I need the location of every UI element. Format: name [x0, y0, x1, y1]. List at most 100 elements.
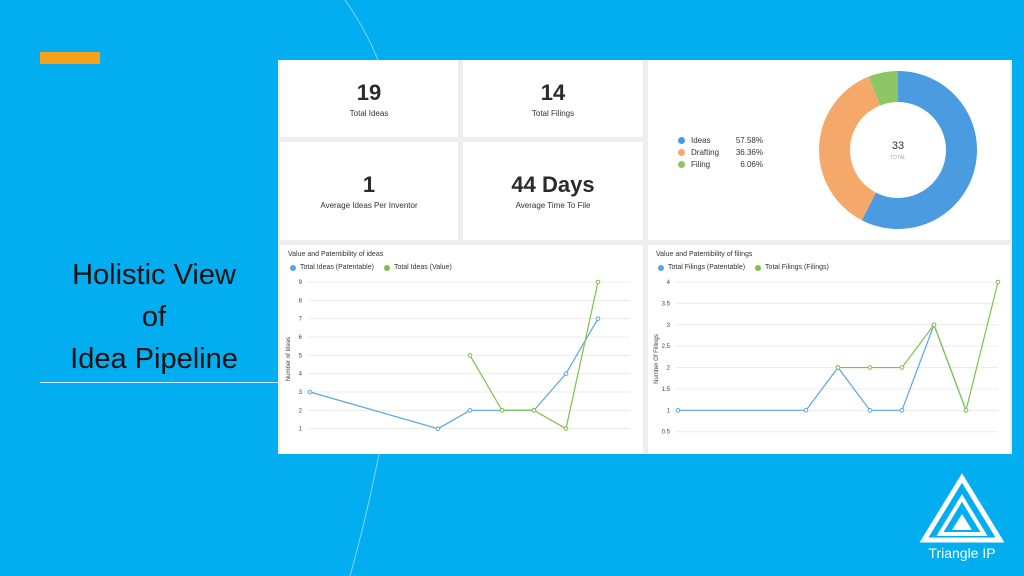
legend-dot-ideas	[678, 136, 685, 144]
y-tick-label: 2	[299, 408, 303, 414]
filings-line-chart-card: 0.5 1 1.5 2 2.5 3 3.5 4 Number Of Fillings Value…	[648, 245, 1010, 454]
y-tick-label: 3	[667, 323, 671, 329]
legend-dot-drafting	[678, 148, 685, 156]
data-point[interactable]	[563, 426, 569, 431]
legend-item[interactable]: Total Ideas (Patentable)	[290, 264, 374, 271]
kpi-label: Total Filings	[531, 108, 575, 118]
legend-item[interactable]: Total Ideas (Value)	[383, 264, 452, 271]
y-tick-label: 1	[299, 427, 303, 433]
data-point[interactable]	[307, 389, 313, 395]
kpi-value: 44 Days	[511, 172, 595, 197]
data-point[interactable]	[835, 365, 841, 370]
dashboard-screenshot: 19 Total Ideas 14 Total Filings 1 Averag…	[278, 60, 1012, 454]
data-point[interactable]	[675, 408, 681, 413]
triangle-ip-logo-icon	[919, 473, 1005, 543]
slide-title-line: Holistic View	[72, 259, 236, 291]
kpi-label: Total Ideas	[349, 108, 389, 118]
y-tick-label: 4	[299, 372, 303, 378]
y-axis-label: Number Of Fillings	[654, 334, 660, 384]
y-tick-label: 0.5	[662, 430, 671, 436]
y-tick-label: 1.5	[662, 387, 671, 393]
data-point[interactable]	[995, 279, 1001, 285]
data-point[interactable]	[595, 279, 601, 285]
slide-title-line: Idea Pipeline	[70, 343, 238, 375]
y-tick-label: 2.5	[662, 344, 671, 350]
kpi-value: 1	[362, 172, 376, 197]
legend-name: Drafting	[691, 147, 720, 157]
title-divider	[40, 382, 280, 383]
legend-item[interactable]: Total Filings (Patentable)	[658, 264, 745, 271]
legend-dot	[755, 264, 762, 271]
kpi-label: Average Ideas Per Inventor	[320, 201, 418, 210]
data-point[interactable]	[595, 316, 601, 321]
chart-title: Value and Patentibility of ideas	[288, 251, 384, 258]
legend-name: Ideas	[691, 135, 711, 145]
data-point[interactable]	[899, 408, 905, 413]
legend-label: Total Filings (Filings)	[765, 264, 829, 271]
y-tick-label: 1	[667, 408, 671, 414]
data-point[interactable]	[867, 408, 873, 413]
donut-chart: 33 TOTAL	[819, 71, 977, 229]
y-tick-label: 9	[299, 280, 303, 286]
y-axis-label: Number of Ideas	[286, 337, 292, 381]
kpi-card-total-ideas: 19 Total Ideas	[280, 60, 458, 137]
data-point[interactable]	[531, 408, 537, 413]
data-point[interactable]	[867, 365, 873, 370]
data-point[interactable]	[803, 408, 809, 413]
ideas-line-chart: 1 2 3 4 5 6 7 8 9 Number of Ideas	[286, 279, 630, 433]
kpi-value: 14	[540, 79, 566, 105]
donut-card: Ideas 57.58% Drafting 36.36% Filing 6.06…	[648, 60, 1010, 240]
legend-dot	[383, 264, 390, 271]
y-tick-label: 2	[667, 366, 671, 372]
donut-legend-item[interactable]: Drafting 36.36%	[678, 146, 763, 158]
ideas-line-chart-card: 1 2 3 4 5 6 7 8 9 Number of Ideas Value and Paten…	[280, 245, 643, 454]
donut-slice-ideas[interactable]	[861, 71, 977, 229]
data-point[interactable]	[467, 408, 473, 413]
legend-pct: 6.06%	[740, 159, 763, 169]
kpi-value: 19	[356, 79, 382, 105]
legend-dot	[658, 264, 664, 271]
donut-legend: Ideas 57.58% Drafting 36.36% Filing 6.06…	[678, 134, 763, 170]
legend-name: Filing	[691, 159, 711, 169]
accent-bar	[40, 52, 100, 64]
donut-legend-item[interactable]: Filing 6.06%	[678, 158, 763, 170]
chart-legend: Total Filings (Patentable) Total Filings…	[658, 264, 839, 271]
kpi-card-avg-time-to-file: 44 Days Average Time To File	[463, 142, 643, 240]
donut-center-value: 33	[892, 140, 904, 152]
filings-line-chart: 0.5 1 1.5 2 2.5 3 3.5 4 Number Of Fillings	[654, 279, 1001, 436]
donut-center-label: TOTAL	[890, 155, 906, 161]
legend-label: Total Filings (Patentable)	[668, 264, 746, 271]
y-tick-label: 8	[299, 298, 303, 304]
y-tick-label: 6	[299, 335, 303, 341]
y-tick-label: 7	[299, 317, 303, 323]
kpi-label: Average Time To File	[515, 201, 591, 210]
data-point[interactable]	[435, 426, 441, 431]
kpi-card-avg-ideas-per-inventor: 1 Average Ideas Per Inventor	[280, 142, 458, 240]
legend-dot-filing	[678, 160, 685, 168]
chart-title: Value and Patentibility of filings	[656, 251, 753, 258]
legend-label: Total Ideas (Value)	[393, 264, 452, 271]
legend-dot	[290, 264, 296, 271]
donut-legend-item[interactable]: Ideas 57.58%	[678, 134, 763, 146]
data-point[interactable]	[899, 365, 905, 370]
legend-label: Total Ideas (Patentable)	[300, 264, 374, 271]
legend-pct: 36.36%	[735, 147, 763, 157]
y-tick-label: 5	[299, 353, 303, 359]
chart-legend: Total Ideas (Patentable) Total Ideas (Va…	[290, 264, 462, 271]
data-point[interactable]	[499, 408, 505, 413]
logo-text: Triangle IP	[928, 545, 996, 561]
y-tick-label: 3	[299, 390, 303, 396]
legend-item[interactable]: Total Filings (Filings)	[755, 264, 829, 271]
donut-slice-filing[interactable]	[868, 71, 898, 106]
slide-title-line: of	[141, 301, 167, 333]
data-point[interactable]	[563, 371, 569, 376]
data-point[interactable]	[931, 322, 937, 328]
kpi-card-total-filings: 14 Total Filings	[463, 60, 643, 137]
data-point[interactable]	[963, 408, 969, 413]
series-line-1	[838, 281, 999, 413]
y-tick-label: 4	[667, 280, 671, 286]
legend-pct: 57.58%	[735, 135, 763, 145]
slide-title: Holistic View of Idea Pipeline	[40, 254, 268, 380]
data-point[interactable]	[467, 353, 473, 358]
donut-slice-drafting[interactable]	[819, 76, 881, 221]
